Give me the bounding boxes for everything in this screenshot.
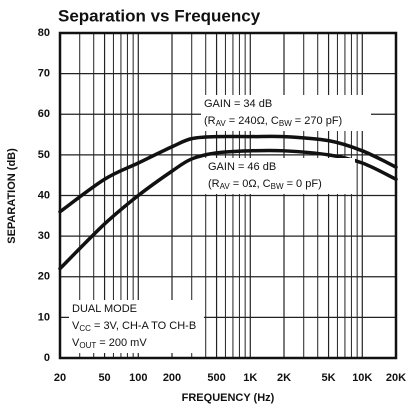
annotation-part: = 3V, CH-A TO CH-B [91, 320, 196, 332]
chart-title: Separation vs Frequency [58, 6, 261, 25]
annotation: (RAV = 240Ω, CBW = 270 pF) [204, 115, 342, 128]
annotation: (RAV = 0Ω, CBW = 0 pF) [208, 178, 322, 191]
y-tick-label: 20 [38, 271, 50, 283]
annotation-part: BW [271, 182, 284, 191]
x-tick-label: 500 [207, 372, 225, 384]
annotation-part: V [72, 320, 80, 332]
x-axis-label: FREQUENCY (Hz) [182, 392, 275, 404]
x-tick-label: 2K [277, 372, 291, 384]
annotation: VOUT = 200 mV [72, 337, 147, 350]
y-tick-label: 60 [38, 108, 50, 120]
annotation-part: OUT [79, 341, 96, 350]
x-tick-label: 200 [163, 372, 181, 384]
annotation: GAIN = 34 dB [204, 98, 272, 110]
plot-frame [58, 31, 398, 360]
series-line [58, 148, 398, 271]
y-tick-label: 40 [38, 189, 50, 201]
series-line [58, 134, 398, 214]
annotation-part: AV [220, 182, 231, 191]
y-tick-label: 50 [38, 149, 50, 161]
annotation-part: BW [279, 119, 292, 128]
x-tick-label: 50 [98, 372, 110, 384]
x-tick-label: 20K [386, 372, 406, 384]
x-tick-label: 10K [352, 372, 372, 384]
annotation-bg [201, 95, 371, 131]
annotation-part: AV [216, 119, 227, 128]
x-tick-label: 20 [54, 372, 66, 384]
y-axis-label: SEPARATION (dB) [6, 148, 18, 244]
annotation-part: = 0Ω, C [230, 178, 271, 190]
y-tick-label: 0 [44, 352, 50, 364]
annotation: DUAL MODE [72, 303, 137, 315]
x-tick-label: 100 [129, 372, 147, 384]
y-tick-label: 80 [38, 27, 50, 39]
annotation-part: = 0 pF) [284, 178, 322, 190]
annotation-part: = 200 mV [96, 337, 147, 349]
y-tick-label: 30 [38, 230, 50, 242]
annotation-part: (R [204, 115, 216, 127]
annotation: VCC = 3V, CH-A TO CH-B [72, 320, 196, 333]
annotation-part: (R [208, 178, 220, 190]
y-tick-label: 70 [38, 68, 50, 80]
annotation: GAIN = 46 dB [208, 161, 276, 173]
x-tick-label: 5K [322, 372, 336, 384]
annotation-bg [69, 300, 204, 353]
annotation-bg [205, 158, 355, 194]
x-tick-label: 1K [243, 372, 257, 384]
annotation-part: CC [79, 324, 91, 333]
annotation-part: = 240Ω, C [226, 115, 279, 127]
y-tick-label: 10 [38, 311, 50, 323]
annotation-part: V [72, 337, 80, 349]
annotation-part: GAIN = 34 dB [204, 98, 272, 110]
annotation-part: GAIN = 46 dB [208, 161, 276, 173]
annotation-part: = 270 pF) [292, 115, 342, 127]
annotation-part: DUAL MODE [72, 303, 137, 315]
